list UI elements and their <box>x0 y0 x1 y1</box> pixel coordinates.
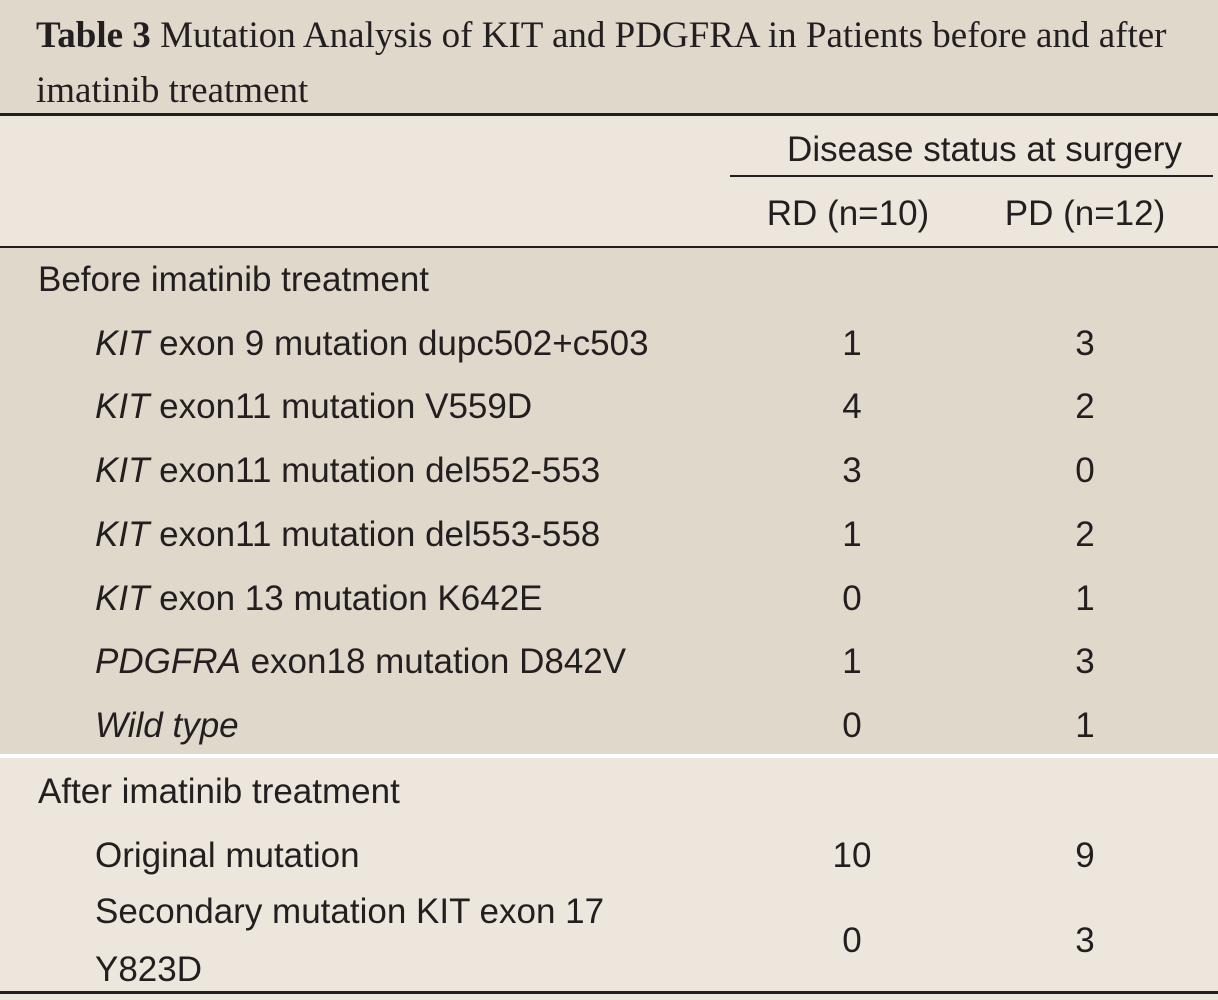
table-row: Original mutation 10 9 <box>0 824 1218 888</box>
rd-value: 3 <box>842 451 862 490</box>
rd-value: 4 <box>842 387 862 426</box>
row-label: KIT exon11 mutation del552-553 <box>95 439 600 503</box>
pd-value: 9 <box>1075 836 1095 875</box>
gene-name: KIT <box>95 451 150 490</box>
section-after-treatment: After imatinib treatment Original mutati… <box>0 754 1218 994</box>
row-label: Wild type <box>95 694 239 758</box>
gene-name: Wild type <box>95 706 239 745</box>
row-label: KIT exon11 mutation del553-558 <box>95 503 600 567</box>
column-header-pd: PD (n=12) <box>1004 194 1166 233</box>
table-row: KIT exon11 mutation V559D 4 2 <box>0 375 1218 439</box>
row-label: KIT exon11 mutation V559D <box>95 375 532 439</box>
table-row: KIT exon11 mutation del553-558 1 2 <box>0 503 1218 567</box>
rd-value: 0 <box>842 921 862 960</box>
table-title-block: Table 3 Mutation Analysis of KIT and PDG… <box>0 0 1218 116</box>
pd-value: 3 <box>1075 921 1095 960</box>
pd-value: 1 <box>1075 579 1095 618</box>
row-label: PDGFRA exon18 mutation D842V <box>95 630 626 694</box>
table-row: KIT exon 13 mutation K642E 0 1 <box>0 567 1218 631</box>
pd-value: 2 <box>1075 387 1095 426</box>
gene-name: KIT <box>95 387 150 426</box>
rd-value: 1 <box>842 642 862 681</box>
rd-value: 1 <box>842 515 862 554</box>
section-heading-row: Before imatinib treatment <box>0 248 1218 312</box>
table-row: PDGFRA exon18 mutation D842V 1 3 <box>0 630 1218 694</box>
section-heading-row: After imatinib treatment <box>0 760 1218 824</box>
section-label: Before imatinib treatment <box>38 260 430 299</box>
rd-value: 0 <box>842 579 862 618</box>
pd-value: 0 <box>1075 451 1095 490</box>
rd-value: 1 <box>842 324 862 363</box>
rd-value: 10 <box>832 836 872 875</box>
mutation-desc: exon11 mutation del552-553 <box>149 451 601 490</box>
column-header-rd: RD (n=10) <box>766 194 930 233</box>
table-row: Secondary mutation KIT exon 17 Y823D 0 3 <box>0 883 1218 999</box>
row-label: KIT exon 9 mutation dupc502+c503 <box>95 312 649 376</box>
mutation-desc: exon11 mutation V559D <box>149 387 533 426</box>
pd-value: 2 <box>1075 515 1095 554</box>
row-label: KIT exon 13 mutation K642E <box>95 567 543 631</box>
table-row: KIT exon 9 mutation dupc502+c503 1 3 <box>0 312 1218 376</box>
pd-value: 1 <box>1075 706 1095 745</box>
mutation-desc: exon 13 mutation K642E <box>149 579 543 618</box>
mutation-desc: exon18 mutation D842V <box>240 642 627 681</box>
gene-name: PDGFRA <box>95 642 241 681</box>
mutation-desc: exon11 mutation del553-558 <box>149 515 601 554</box>
gene-name: KIT <box>95 579 150 618</box>
row-label: Secondary mutation KIT exon 17 Y823D <box>95 892 605 989</box>
row-label: Original mutation <box>95 836 360 875</box>
pd-value: 3 <box>1075 324 1095 363</box>
table-number: Table 3 <box>36 15 151 56</box>
table-title: Table 3 Mutation Analysis of KIT and PDG… <box>36 8 1186 118</box>
header-disease-status: Disease status at surgery <box>730 125 1213 177</box>
rd-value: 0 <box>842 706 862 745</box>
pd-value: 3 <box>1075 642 1095 681</box>
gene-name: KIT <box>95 324 150 363</box>
table-row: KIT exon11 mutation del552-553 3 0 <box>0 439 1218 503</box>
table-caption: Mutation Analysis of KIT and PDGFRA in P… <box>36 15 1167 111</box>
table-row: Wild type 0 1 <box>0 694 1218 758</box>
gene-name: KIT <box>95 515 150 554</box>
section-label: After imatinib treatment <box>38 772 400 811</box>
section-before-treatment: Before imatinib treatment KIT exon 9 mut… <box>0 246 1218 754</box>
mutation-desc: exon 9 mutation dupc502+c503 <box>149 324 649 363</box>
table-header <box>0 116 1218 246</box>
